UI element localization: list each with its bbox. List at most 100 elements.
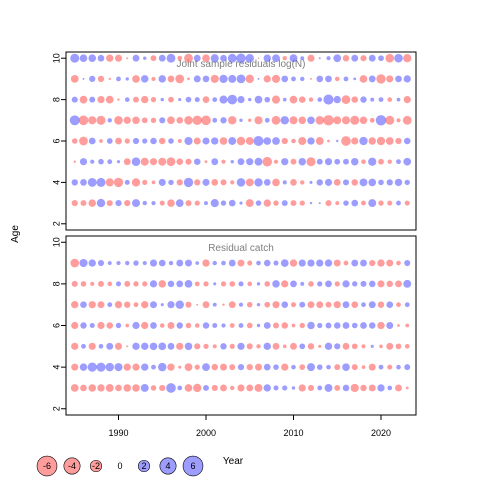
residual-bubble bbox=[290, 200, 297, 207]
residual-bubble bbox=[335, 201, 340, 206]
residual-bubble bbox=[219, 95, 228, 104]
residual-bubble bbox=[378, 97, 384, 103]
residual-bubble bbox=[343, 76, 349, 82]
residual-bubble bbox=[89, 322, 95, 329]
residual-bubble bbox=[263, 199, 271, 207]
residual-bubble bbox=[368, 363, 376, 371]
residual-bubble bbox=[212, 344, 217, 349]
residual-bubble bbox=[132, 54, 140, 62]
residual-bubble bbox=[212, 97, 218, 103]
residual-bubble bbox=[141, 117, 148, 124]
residual-bubble bbox=[289, 54, 298, 63]
residual-bubble bbox=[150, 385, 157, 391]
residual-bubble bbox=[281, 75, 289, 83]
residual-bubble bbox=[316, 75, 324, 83]
residual-bubble bbox=[126, 57, 129, 60]
residual-bubble bbox=[369, 259, 376, 267]
residual-bubble bbox=[377, 280, 385, 288]
residual-bubble bbox=[212, 322, 218, 329]
residual-bubble bbox=[323, 115, 334, 126]
residual-bubble bbox=[386, 259, 394, 267]
residual-bubble bbox=[237, 364, 245, 371]
residual-bubble bbox=[333, 116, 342, 125]
residual-bubble bbox=[273, 385, 279, 391]
residual-bubble bbox=[360, 96, 367, 103]
residual-bubble bbox=[316, 179, 323, 186]
residual-bubble bbox=[254, 116, 263, 125]
residual-bubble bbox=[202, 75, 210, 83]
residual-bubble bbox=[194, 343, 201, 350]
residual-bubble bbox=[213, 282, 217, 286]
residual-bubble bbox=[368, 137, 376, 145]
residual-bubble bbox=[125, 323, 130, 328]
residual-bubble bbox=[236, 136, 246, 146]
residual-bubble bbox=[352, 281, 358, 287]
residual-bubble bbox=[88, 301, 96, 309]
residual-bubble bbox=[98, 158, 104, 165]
residual-bubble bbox=[376, 136, 386, 146]
residual-bubble bbox=[403, 54, 412, 63]
residual-bubble bbox=[167, 280, 175, 288]
residual-bubble bbox=[325, 75, 332, 83]
legend-bubble bbox=[182, 455, 204, 477]
residual-bubble bbox=[404, 302, 410, 308]
residual-bubble bbox=[88, 54, 97, 63]
residual-bubble bbox=[141, 301, 149, 309]
residual-bubble bbox=[230, 159, 234, 164]
residual-bubble bbox=[394, 53, 403, 63]
residual-bubble bbox=[325, 322, 332, 329]
residual-bubble bbox=[185, 200, 192, 207]
residual-bubble bbox=[323, 94, 334, 105]
residual-bubble bbox=[395, 137, 402, 145]
residual-bubble bbox=[90, 159, 95, 164]
residual-bubble bbox=[351, 343, 358, 350]
residual-bubble bbox=[256, 344, 261, 349]
residual-bubble bbox=[271, 115, 281, 125]
residual-bubble bbox=[237, 158, 245, 166]
residual-bubble bbox=[351, 157, 359, 166]
residual-bubble bbox=[290, 342, 297, 350]
residual-bubble bbox=[333, 54, 342, 63]
residual-bubble bbox=[117, 98, 120, 101]
x-tick-label: 2000 bbox=[196, 428, 216, 438]
legend-label: 0 bbox=[117, 461, 122, 471]
residual-bubble bbox=[71, 199, 78, 207]
residual-bubble bbox=[290, 280, 297, 288]
residual-bubble bbox=[386, 75, 394, 83]
residual-bubble bbox=[245, 178, 254, 187]
residual-bubble bbox=[79, 136, 88, 146]
residual-bubble bbox=[396, 118, 401, 123]
residual-bubble bbox=[282, 56, 287, 61]
residual-bubble bbox=[89, 96, 96, 103]
residual-bubble bbox=[402, 115, 412, 125]
residual-bubble bbox=[325, 200, 332, 207]
residual-bubble bbox=[70, 75, 79, 83]
residual-bubble bbox=[333, 259, 341, 267]
residual-bubble bbox=[115, 322, 122, 329]
residual-bubble bbox=[229, 281, 236, 287]
residual-bubble bbox=[254, 157, 263, 166]
residual-bubble bbox=[108, 77, 111, 81]
residual-bubble bbox=[253, 135, 264, 147]
residual-bubble bbox=[132, 363, 140, 371]
residual-bubble bbox=[315, 116, 325, 125]
residual-bubble bbox=[149, 259, 158, 267]
residual-bubble bbox=[291, 364, 296, 370]
residual-bubble bbox=[256, 302, 261, 307]
residual-bubble bbox=[184, 363, 193, 372]
bubbles-top bbox=[69, 53, 412, 208]
legend-bubble bbox=[63, 457, 81, 475]
residual-bubble bbox=[404, 200, 410, 206]
residual-bubble bbox=[324, 342, 333, 350]
residual-bubble bbox=[336, 139, 339, 143]
residual-bubble bbox=[150, 96, 157, 103]
legend-label: 2 bbox=[141, 461, 146, 471]
residual-bubble bbox=[124, 199, 131, 207]
residual-bubble bbox=[106, 54, 114, 62]
residual-bubble bbox=[342, 384, 350, 392]
residual-bubble bbox=[342, 322, 350, 329]
residual-bubble bbox=[325, 301, 332, 308]
residual-bubble bbox=[396, 364, 401, 370]
residual-bubble bbox=[300, 76, 305, 82]
residual-bubble bbox=[149, 158, 158, 166]
